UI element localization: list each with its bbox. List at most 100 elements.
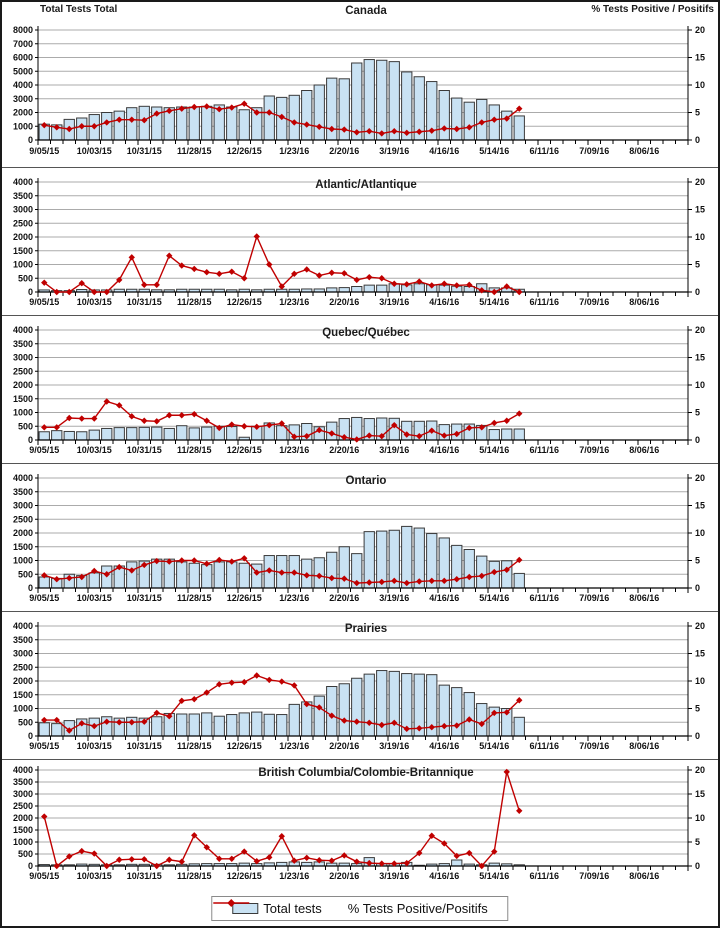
svg-text:6/11/16: 6/11/16: [529, 741, 559, 751]
svg-text:3/19/16: 3/19/16: [379, 871, 409, 881]
svg-text:5/14/16: 5/14/16: [479, 445, 509, 455]
left-axis-title: Total Tests Total: [40, 4, 118, 15]
svg-text:4/16/16: 4/16/16: [429, 593, 459, 603]
right-axis: 0 5 10 15 20: [688, 177, 705, 297]
svg-text:0: 0: [695, 135, 700, 145]
svg-text:5: 5: [695, 108, 700, 118]
svg-text:9/05/15: 9/05/15: [29, 593, 59, 603]
svg-text:10: 10: [695, 232, 705, 242]
svg-text:5/14/16: 5/14/16: [479, 297, 509, 307]
svg-text:2/20/16: 2/20/16: [329, 445, 359, 455]
legend-total-tests-label: Total tests: [263, 901, 322, 916]
svg-text:5/14/16: 5/14/16: [479, 741, 509, 751]
pct-positive-line: [41, 233, 523, 296]
right-axis: 0 5 10 15 20: [688, 765, 705, 871]
gridlines: 0 500 1000 1500 2000 2500 3000 3500 4000: [13, 325, 688, 445]
svg-text:5: 5: [695, 837, 700, 847]
svg-text:9/05/15: 9/05/15: [29, 445, 59, 455]
svg-text:10/03/15: 10/03/15: [77, 445, 112, 455]
svg-text:8/06/16: 8/06/16: [629, 741, 659, 751]
svg-text:1000: 1000: [13, 121, 33, 131]
svg-text:15: 15: [695, 789, 705, 799]
svg-text:3000: 3000: [13, 353, 33, 363]
svg-text:7/09/16: 7/09/16: [579, 146, 609, 156]
svg-text:11/28/15: 11/28/15: [177, 146, 212, 156]
svg-text:3500: 3500: [13, 487, 33, 497]
chart-title-canada: Canada: [345, 5, 387, 17]
chart-panel-ontario: Ontario 0 500 1000 1500 2000 2500 3000 3500 4000…: [2, 464, 718, 612]
svg-text:2500: 2500: [13, 514, 33, 524]
chart-svg-ontario: 0 500 1000 1500 2000 2500 3000 3500 4000 0 5 10 15 20…: [13, 473, 705, 603]
chart-title-quebec: Quebec/Québec: [322, 327, 410, 339]
svg-text:3000: 3000: [13, 501, 33, 511]
svg-text:4/16/16: 4/16/16: [429, 871, 459, 881]
svg-text:10/03/15: 10/03/15: [77, 297, 112, 307]
right-axis: 0 5 10 15 20: [688, 621, 705, 741]
svg-text:5: 5: [695, 704, 700, 714]
total-tests-bars: [38, 670, 525, 737]
svg-text:3500: 3500: [13, 635, 33, 645]
svg-text:12/26/15: 12/26/15: [227, 146, 262, 156]
chart-svg-quebec: 0 500 1000 1500 2000 2500 3000 3500 4000 0 5 10 15 20…: [13, 325, 705, 455]
svg-text:4000: 4000: [13, 80, 33, 90]
svg-text:5/14/16: 5/14/16: [479, 871, 509, 881]
svg-text:1500: 1500: [13, 542, 33, 552]
chart-svg-atlantic: 0 500 1000 1500 2000 2500 3000 3500 4000 0 5 10 15 20…: [13, 177, 705, 307]
svg-text:0: 0: [28, 287, 33, 297]
svg-text:2/20/16: 2/20/16: [329, 741, 359, 751]
svg-text:6/11/16: 6/11/16: [529, 297, 559, 307]
svg-text:5: 5: [695, 408, 700, 418]
svg-text:4/16/16: 4/16/16: [429, 297, 459, 307]
svg-text:1500: 1500: [13, 246, 33, 256]
svg-text:10: 10: [695, 676, 705, 686]
chart-title-ontario: Ontario: [345, 475, 387, 487]
svg-text:6000: 6000: [13, 53, 33, 63]
gridlines: 0 500 1000 1500 2000 2500 3000 3500 4000: [13, 177, 688, 297]
svg-text:10/31/15: 10/31/15: [127, 871, 162, 881]
svg-text:5: 5: [695, 556, 700, 566]
svg-text:500: 500: [18, 569, 33, 579]
svg-text:12/26/15: 12/26/15: [227, 871, 262, 881]
svg-text:7/09/16: 7/09/16: [579, 445, 609, 455]
svg-text:2500: 2500: [13, 801, 33, 811]
svg-text:15: 15: [695, 649, 705, 659]
svg-text:12/26/15: 12/26/15: [227, 297, 262, 307]
chart-panel-atlantic: Atlantic/Atlantique 0 500 1000 1500 2000 2500…: [2, 168, 718, 316]
svg-text:10/31/15: 10/31/15: [127, 741, 162, 751]
legend-item-pct-positive: % Tests Positive/Positifs: [213, 899, 488, 916]
svg-text:2000: 2000: [13, 528, 33, 538]
svg-text:0: 0: [28, 583, 33, 593]
svg-text:8/06/16: 8/06/16: [629, 146, 659, 156]
svg-text:10/31/15: 10/31/15: [127, 593, 162, 603]
chart-svg-prairies: 0 500 1000 1500 2000 2500 3000 3500 4000 0 5 10 15 20…: [13, 621, 705, 751]
svg-text:11/28/15: 11/28/15: [177, 593, 212, 603]
svg-text:1/23/16: 1/23/16: [279, 297, 309, 307]
svg-text:0: 0: [28, 435, 33, 445]
svg-text:4000: 4000: [13, 621, 33, 631]
svg-text:20: 20: [695, 621, 705, 631]
svg-text:20: 20: [695, 25, 705, 35]
svg-text:9/05/15: 9/05/15: [29, 871, 59, 881]
svg-text:12/26/15: 12/26/15: [227, 445, 262, 455]
svg-text:7/09/16: 7/09/16: [579, 297, 609, 307]
svg-text:7/09/16: 7/09/16: [579, 741, 609, 751]
chart-title-atlantic: Atlantic/Atlantique: [315, 179, 417, 191]
svg-text:5/14/16: 5/14/16: [479, 593, 509, 603]
svg-text:4/16/16: 4/16/16: [429, 445, 459, 455]
svg-text:10/03/15: 10/03/15: [77, 593, 112, 603]
svg-text:10/31/15: 10/31/15: [127, 146, 162, 156]
svg-text:10: 10: [695, 380, 705, 390]
svg-text:12/26/15: 12/26/15: [227, 741, 262, 751]
svg-text:1/23/16: 1/23/16: [279, 593, 309, 603]
svg-text:2000: 2000: [13, 108, 33, 118]
svg-text:4000: 4000: [13, 177, 33, 187]
svg-text:15: 15: [695, 205, 705, 215]
svg-text:10/03/15: 10/03/15: [77, 871, 112, 881]
svg-text:6/11/16: 6/11/16: [529, 146, 559, 156]
svg-text:4/16/16: 4/16/16: [429, 741, 459, 751]
svg-text:6/11/16: 6/11/16: [529, 445, 559, 455]
svg-text:8/06/16: 8/06/16: [629, 297, 659, 307]
gridlines: 0 500 1000 1500 2000 2500 3000 3500 4000: [13, 473, 688, 593]
svg-text:15: 15: [695, 53, 705, 63]
svg-text:5: 5: [695, 260, 700, 270]
